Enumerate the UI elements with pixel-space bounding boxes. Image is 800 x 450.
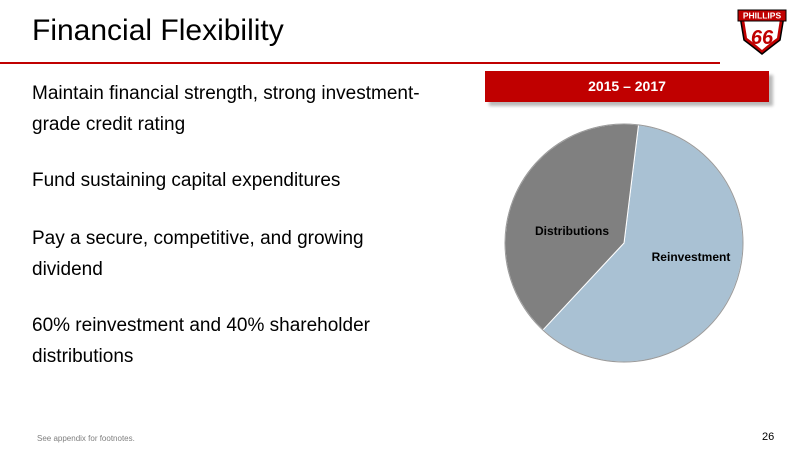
bullet-item: Maintain financial strength, strong inve… (32, 83, 420, 135)
bullet-item: 60% reinvestment and 40% shareholder dis… (32, 315, 370, 367)
bullet-item: Fund sustaining capital expenditures (32, 170, 341, 191)
bullet-list: Maintain financial strength, strong inve… (32, 78, 432, 372)
bullet-item: Pay a secure, competitive, and growing d… (32, 228, 364, 280)
logo-number: 66 (751, 27, 774, 49)
pie-label-reinvestment: Reinvestment (652, 250, 731, 264)
page-number: 26 (762, 431, 775, 443)
pie-outline (504, 123, 744, 363)
pie-label-distributions: Distributions (535, 224, 609, 238)
footnote: See appendix for footnotes. (37, 434, 135, 443)
period-banner: 2015 – 2017 (485, 71, 769, 102)
slide-title: Financial Flexibility (32, 14, 284, 47)
allocation-pie-chart: Reinvestment Distributions (504, 123, 744, 363)
phillips-66-logo: PHILLIPS 66 (737, 9, 787, 55)
logo-wordmark: PHILLIPS (743, 11, 782, 21)
title-divider (0, 62, 720, 64)
